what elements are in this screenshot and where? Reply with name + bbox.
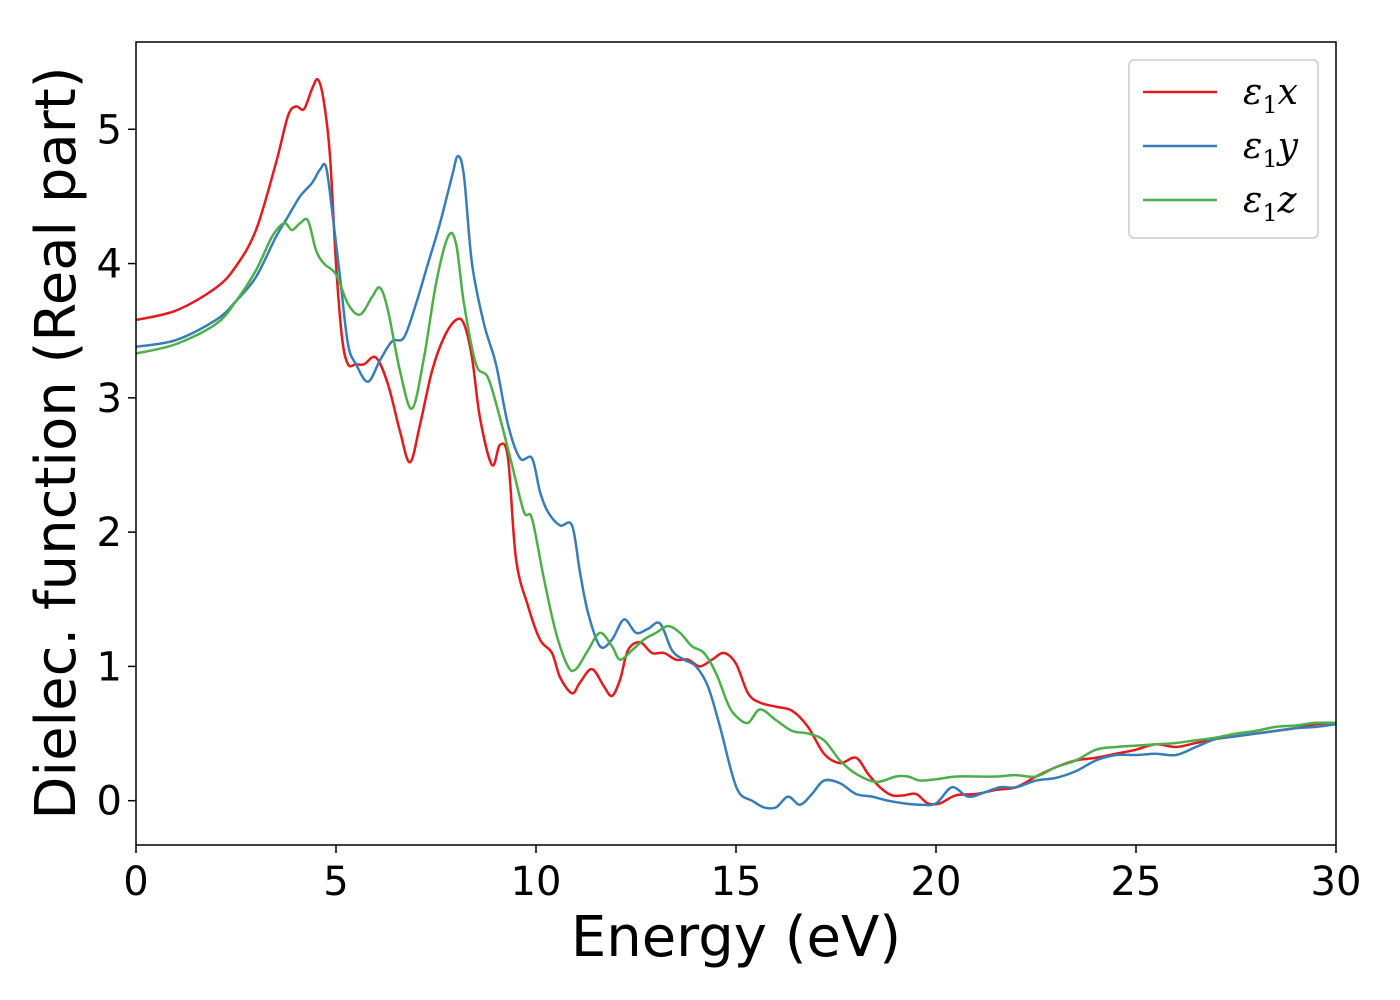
y-tick-label: 2 — [97, 510, 122, 556]
legend-label-x: ε1x — [1243, 72, 1298, 119]
y-tick-label: 0 — [97, 779, 122, 825]
y-tick-label: 4 — [97, 242, 122, 288]
series-line-z — [136, 217, 1336, 784]
legend-label-y: ε1y — [1243, 126, 1299, 173]
x-tick-label: 0 — [123, 859, 148, 905]
plot-area — [136, 77, 1336, 810]
y-tick-label: 1 — [97, 644, 122, 690]
x-tick-label: 25 — [1111, 859, 1162, 905]
x-axis-ticks: 0 5 10 15 20 25 30 — [123, 845, 1361, 905]
y-axis-label: Dielec. function (Real part) — [24, 66, 89, 819]
x-tick-label: 30 — [1311, 859, 1362, 905]
y-axis-ticks: 0 1 2 3 4 5 — [97, 107, 136, 825]
legend: ε1x ε1y ε1z — [1128, 59, 1319, 239]
x-tick-label: 10 — [511, 859, 562, 905]
legend-label-z: ε1z — [1243, 180, 1298, 227]
x-tick-label: 5 — [323, 859, 348, 905]
x-tick-label: 15 — [711, 859, 762, 905]
x-axis-label: Energy (eV) — [571, 905, 901, 970]
x-tick-label: 20 — [911, 859, 962, 905]
y-tick-label: 5 — [97, 107, 122, 153]
legend-box — [1128, 59, 1319, 239]
y-tick-label: 3 — [97, 376, 122, 422]
series-line-y — [136, 154, 1336, 810]
